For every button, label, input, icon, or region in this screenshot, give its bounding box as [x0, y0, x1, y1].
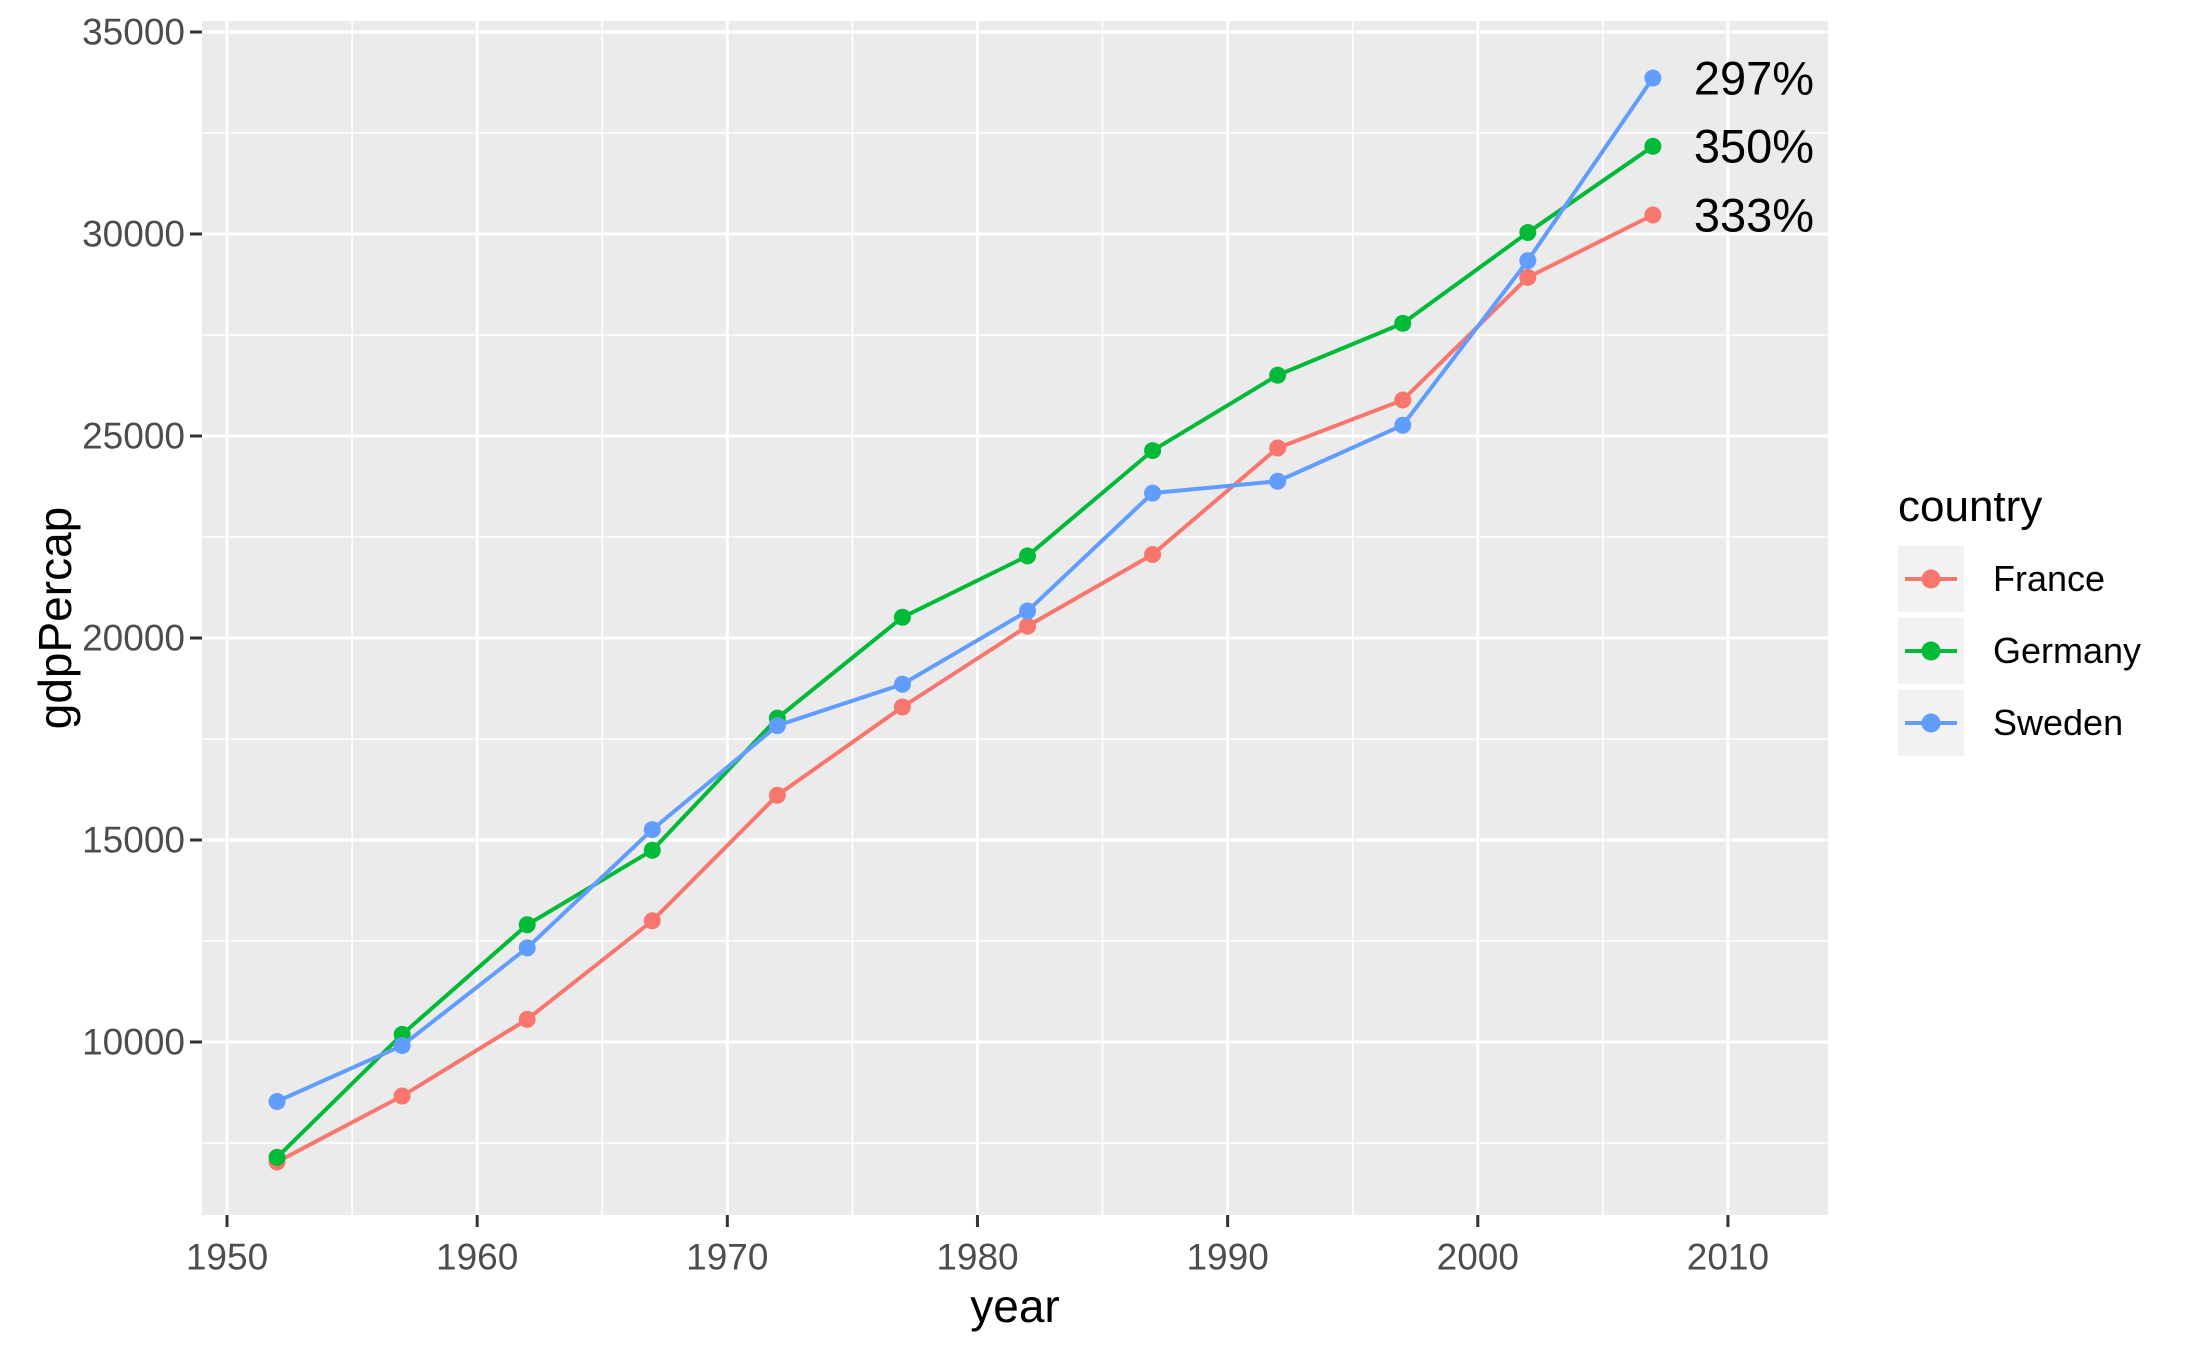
series-point-sweden [1019, 602, 1037, 620]
x-axis-tick-label: 1990 [1186, 1237, 1268, 1278]
x-axis-tick-label: 1970 [686, 1237, 768, 1278]
series-point-germany [893, 608, 911, 626]
series-point-sweden [1269, 472, 1287, 490]
series-point-germany [643, 841, 661, 859]
point-swatch-icon [1921, 641, 1941, 661]
series-point-france [893, 698, 911, 716]
annotation-germany-growth: 350% [1693, 119, 1815, 173]
series-point-france [768, 786, 786, 804]
x-axis-tick-label: 1960 [436, 1237, 518, 1278]
legend-item-sweden: Sweden [1898, 690, 2141, 756]
series-point-germany [1019, 547, 1037, 565]
series-point-france [1394, 391, 1412, 409]
series-point-sweden [1394, 416, 1412, 434]
series-point-sweden [768, 717, 786, 735]
x-axis-tick-label: 2000 [1437, 1237, 1519, 1278]
x-axis-tick-label: 1980 [936, 1237, 1018, 1278]
series-point-france [518, 1010, 536, 1028]
series-point-germany [518, 916, 536, 934]
y-axis-tick-label: 30000 [82, 213, 185, 254]
series-point-france [1519, 268, 1537, 286]
series-point-germany [1644, 137, 1662, 155]
x-axis-tick-label: 2010 [1687, 1237, 1769, 1278]
y-axis-tick-label: 25000 [82, 415, 185, 456]
y-axis-title: gdpPercap [29, 506, 81, 730]
x-axis-title: year [970, 1280, 1060, 1332]
legend-label-sweden: Sweden [1993, 702, 2124, 743]
annotation-sweden-growth: 297% [1693, 51, 1815, 105]
legend-item-germany: Germany [1898, 618, 2141, 684]
series-point-sweden [1519, 252, 1537, 270]
series-point-france [1019, 617, 1037, 635]
legend-key-germany [1898, 618, 1964, 684]
series-point-sweden [893, 675, 911, 693]
series-point-sweden [1644, 69, 1662, 87]
series-point-france [643, 912, 661, 930]
series-point-sweden [1144, 484, 1162, 502]
series-line-germany [275, 144, 1655, 1159]
legend-key-sweden [1898, 690, 1964, 756]
series-point-germany [1394, 314, 1412, 332]
point-swatch-icon [1921, 569, 1941, 589]
series-line-france [276, 213, 1654, 1164]
y-axis-tick-label: 15000 [82, 820, 185, 861]
x-axis-tick-label: 1950 [186, 1237, 268, 1278]
point-swatch-icon [1921, 713, 1941, 733]
y-axis-tick-label: 10000 [82, 1022, 185, 1063]
legend-key-france [1898, 546, 1964, 612]
legend-label-france: France [1993, 558, 2106, 599]
series-point-france [1644, 206, 1662, 224]
y-axis-tick-label: 35000 [82, 11, 185, 52]
series-point-germany [1519, 224, 1537, 242]
series-point-france [1269, 439, 1287, 457]
legend-title: country [1898, 482, 2043, 531]
legend: country France Germany Sweden [1898, 482, 2141, 762]
series-point-germany [268, 1148, 286, 1166]
series-line-sweden [276, 76, 1655, 1104]
series-point-germany [1269, 366, 1287, 384]
series-point-sweden [393, 1037, 411, 1055]
series-point-sweden [518, 939, 536, 957]
series-point-sweden [268, 1092, 286, 1110]
series-point-france [393, 1087, 411, 1105]
annotation-france-growth: 333% [1693, 188, 1815, 242]
legend-label-germany: Germany [1993, 630, 2142, 671]
series-point-france [1144, 546, 1162, 564]
series-point-sweden [643, 821, 661, 839]
legend-item-france: France [1898, 546, 2141, 612]
series-point-germany [1144, 442, 1162, 460]
y-axis-tick-label: 20000 [82, 617, 185, 658]
